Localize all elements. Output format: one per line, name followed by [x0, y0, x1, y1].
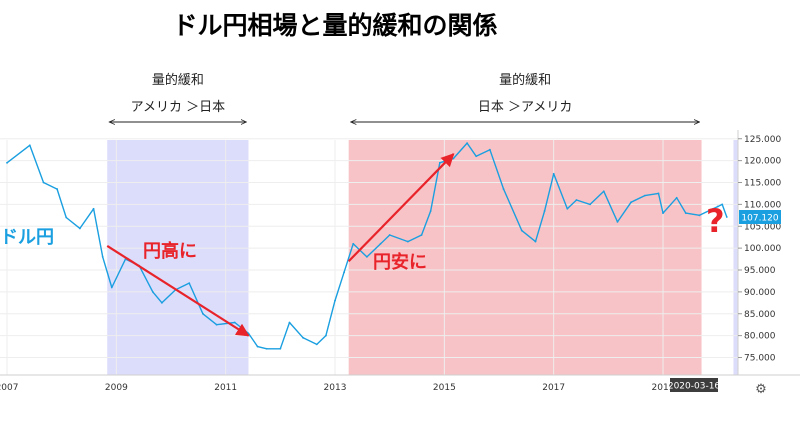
series-point [65, 216, 68, 219]
series-point [575, 199, 578, 201]
shaded-region-2 [733, 140, 738, 375]
trend-arrow-0 [106, 245, 250, 337]
region-label-bottom: 日本 ＞アメリカ [478, 100, 572, 115]
y-tick-label: 100.000 [744, 244, 781, 254]
gear-icon[interactable]: ⚙ [755, 382, 767, 397]
series-point [343, 271, 346, 274]
series-point [602, 190, 605, 193]
series-point [101, 255, 104, 258]
series-point [452, 157, 455, 160]
last-value-label: 107.120 [741, 214, 778, 224]
series-point [475, 155, 478, 158]
series-point [325, 334, 327, 337]
series-point [543, 210, 546, 212]
series-point [334, 299, 336, 302]
series-label: ドル円 [0, 227, 54, 248]
y-tick-label: 125.000 [744, 135, 781, 145]
series-point [489, 148, 491, 151]
series-point [675, 196, 678, 199]
series-point [188, 282, 191, 285]
series-point [202, 312, 204, 315]
series-point [657, 192, 660, 195]
series-point [552, 172, 555, 175]
series-point [56, 188, 59, 190]
x-tick-label: 2013 [324, 383, 347, 393]
x-tick-label: 2007 [0, 383, 18, 393]
series-point [161, 301, 163, 304]
grid-lines [0, 138, 738, 375]
chart-title: ドル円相場と量的緩和の関係 [172, 11, 497, 40]
series-point [352, 242, 355, 245]
x-tick-label: 2009 [105, 383, 128, 393]
trend-arrow-1 [347, 153, 455, 263]
y-tick-label: 80.000 [744, 332, 776, 342]
y-axis-ticks: 75.000 80.000 85.000 90.000 95.000 100.000 105… [738, 135, 781, 364]
yen-strong-label: 円高に [143, 240, 197, 262]
y-tick-label: 105.000 [744, 222, 781, 232]
series-point [233, 321, 236, 324]
series-point [725, 216, 728, 218]
series-point [42, 181, 45, 184]
x-axis-ticks: 2007 2009 2011 2013 2015 2017 2019 [0, 383, 675, 393]
y-tick-label: 110.000 [744, 200, 781, 210]
series-point [712, 207, 715, 210]
series-point [662, 212, 664, 215]
series-point [315, 343, 318, 346]
series-point [698, 214, 701, 217]
x-tick-label: 2017 [542, 383, 565, 393]
series-point [279, 347, 282, 350]
series-point [630, 201, 633, 204]
series-point [28, 144, 31, 147]
trend-arrows [106, 153, 455, 337]
series-point [589, 203, 592, 206]
series-point [716, 205, 719, 208]
y-tick-label: 115.000 [744, 179, 781, 189]
series-point [151, 290, 154, 293]
region-label-top: 量的緩和 [499, 72, 551, 88]
series-point [256, 345, 259, 348]
date-tag-label: 2020-03-16 [668, 382, 721, 392]
last-value-box [739, 210, 781, 224]
series-point [566, 207, 569, 210]
region-label-top: 量的緩和 [152, 72, 204, 88]
series-point [684, 212, 687, 215]
x-tick-label: 2011 [214, 383, 237, 393]
series-point [6, 161, 8, 164]
series-point [388, 234, 391, 236]
series-point [92, 207, 95, 210]
series-point [407, 240, 409, 243]
region-label-bottom: アメリカ ＞日本 [131, 100, 225, 115]
series-point [429, 210, 432, 212]
y-tick-label: 75.000 [744, 354, 776, 364]
series-point [420, 234, 423, 236]
series-point [643, 194, 646, 197]
question-mark: ? [706, 202, 725, 240]
x-tick-label: 2015 [433, 383, 456, 393]
series-point [721, 203, 724, 206]
series-point [215, 323, 218, 326]
series-point [265, 347, 268, 350]
y-tick-label: 85.000 [744, 310, 776, 320]
y-tick-label: 120.000 [744, 157, 781, 167]
series-point [302, 336, 305, 339]
series-point [79, 227, 81, 230]
series-point [288, 321, 291, 324]
y-tick-label: 90.000 [744, 288, 776, 298]
yen-weak-label: 円安に [373, 251, 427, 273]
date-tag-box [670, 378, 718, 392]
y-tick-label: 95.000 [744, 266, 776, 276]
series-point [379, 242, 382, 245]
series-point [438, 161, 441, 164]
series-point [502, 188, 505, 190]
series-point [110, 286, 113, 289]
series-point [534, 240, 537, 243]
series-point [520, 229, 523, 232]
series-point [366, 255, 368, 258]
x-tick-label: 2019 [652, 383, 675, 393]
series-point [616, 220, 619, 223]
series-point [466, 142, 469, 145]
